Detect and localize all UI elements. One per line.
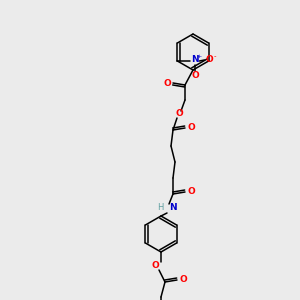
Text: O: O bbox=[179, 275, 187, 284]
Text: N: N bbox=[169, 203, 177, 212]
Text: O: O bbox=[175, 110, 183, 118]
Text: H: H bbox=[158, 203, 164, 212]
Text: N: N bbox=[192, 56, 199, 64]
Text: O: O bbox=[187, 188, 195, 196]
Text: +: + bbox=[197, 53, 202, 58]
Text: O: O bbox=[187, 124, 195, 133]
Text: O: O bbox=[191, 71, 199, 80]
Text: O: O bbox=[206, 56, 213, 64]
Text: O: O bbox=[151, 262, 159, 271]
Text: O: O bbox=[163, 79, 171, 88]
Text: -: - bbox=[213, 53, 216, 59]
